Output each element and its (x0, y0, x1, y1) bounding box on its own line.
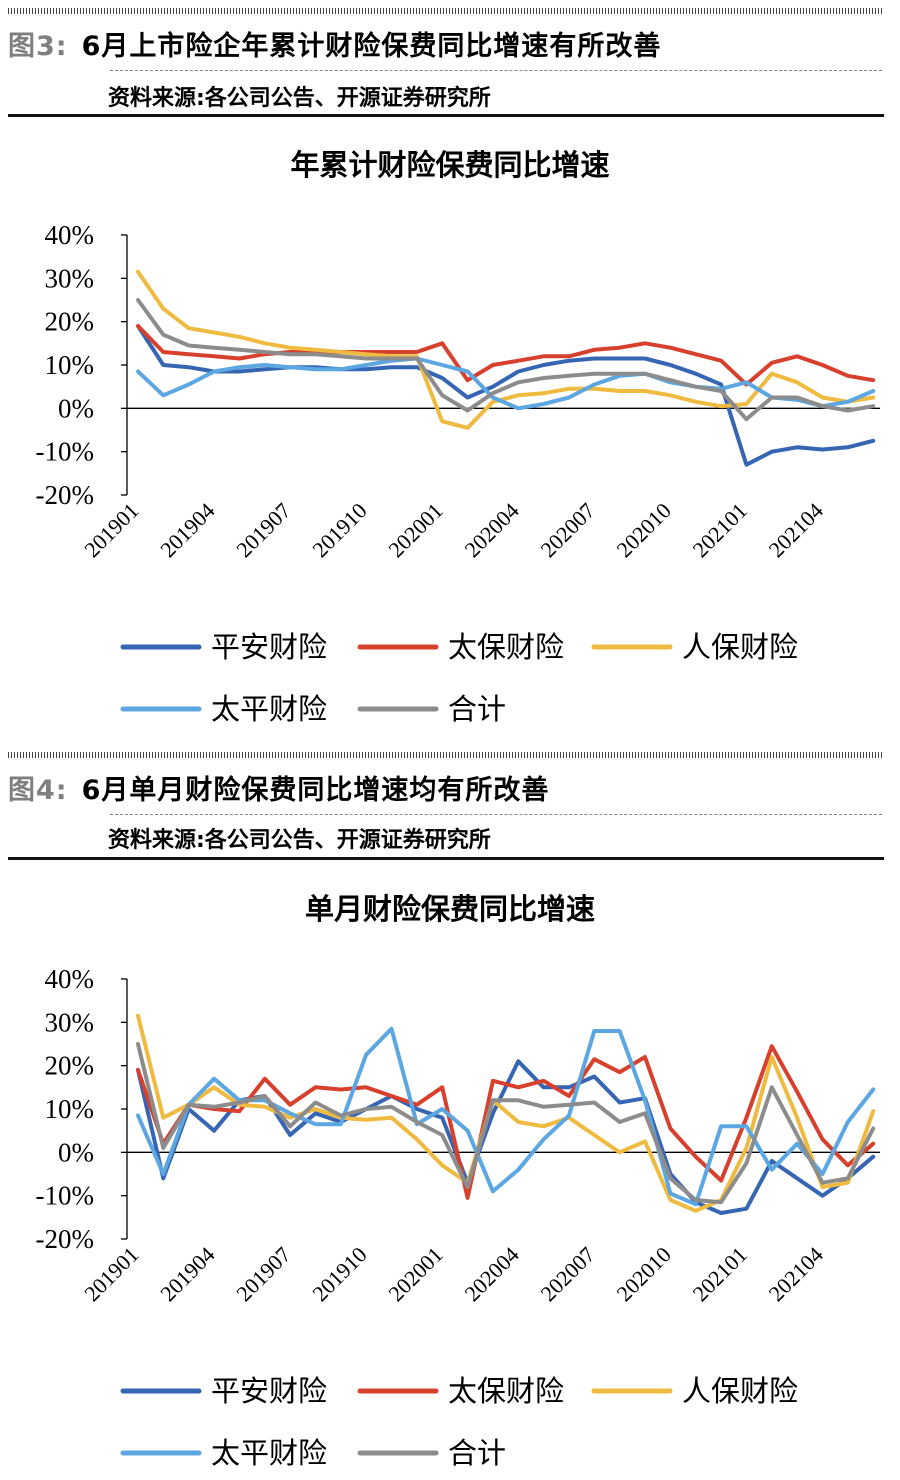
y-tick-label: 40% (45, 964, 95, 994)
x-tick-label: 202001 (383, 498, 447, 562)
series-line-平安财险 (136, 324, 876, 467)
x-tick-label: 202101 (688, 1242, 752, 1306)
y-tick-label: 30% (45, 1007, 95, 1037)
x-tick-label: 202101 (688, 498, 752, 562)
figure-label: 图3: (8, 31, 68, 62)
figure-title: 6月单月财险保费同比增速均有所改善 (81, 775, 550, 806)
x-tick-label: 201910 (307, 498, 371, 562)
legend-label: 合计 (448, 1436, 506, 1470)
y-tick-label: -10% (36, 437, 94, 467)
series-line-太平财险 (136, 1026, 876, 1207)
y-tick-label: 40% (45, 220, 95, 250)
series-line-合计 (136, 298, 876, 422)
x-tick-label: 202004 (459, 1242, 523, 1306)
y-tick-label: 10% (45, 1094, 95, 1124)
x-tick-label: 202007 (535, 1242, 599, 1306)
figure-heading: 图3: 6月上市险企年累计财险保费同比增速有所改善 (8, 24, 661, 63)
x-tick-label: 201910 (307, 1242, 371, 1306)
x-tick-label: 201904 (155, 1242, 219, 1306)
legend-label: 太平财险 (211, 1436, 327, 1470)
x-tick-label: 202104 (764, 1242, 828, 1306)
x-tick-label: 202004 (459, 498, 523, 562)
dashed-divider (110, 70, 882, 71)
series-line-人保财险 (136, 269, 876, 430)
y-tick-label: 0% (58, 1137, 94, 1167)
x-tick-label: 202007 (535, 498, 599, 562)
y-tick-label: -20% (36, 1224, 94, 1254)
legend-label: 平安财险 (211, 1374, 327, 1408)
dashed-divider (110, 814, 882, 815)
legend-label: 平安财险 (211, 630, 327, 664)
y-tick-label: -20% (36, 480, 94, 510)
dotted-divider (8, 752, 884, 758)
x-tick-label: 202001 (383, 1242, 447, 1306)
chart-title: 年累计财险保费同比增速 (290, 148, 609, 182)
figure-source: 资料来源:各公司公告、开源证券研究所 (108, 86, 491, 111)
figure-title: 6月上市险企年累计财险保费同比增速有所改善 (81, 31, 662, 62)
figure-heading: 图4: 6月单月财险保费同比增速均有所改善 (8, 768, 549, 807)
series-line-太平财险 (136, 356, 876, 411)
series-line-合计 (136, 1042, 876, 1205)
legend-label: 太保财险 (448, 1374, 564, 1408)
x-tick-label: 201907 (231, 1242, 295, 1306)
y-tick-label: 20% (45, 307, 95, 337)
figure-label: 图4: (8, 775, 68, 806)
x-tick-label: 202010 (612, 1242, 676, 1306)
legend-label: 合计 (448, 692, 506, 726)
y-tick-label: 0% (58, 393, 94, 423)
y-tick-label: -10% (36, 1181, 94, 1211)
x-tick-label: 202104 (764, 498, 828, 562)
figure-source: 资料来源:各公司公告、开源证券研究所 (108, 828, 491, 853)
heading-rule (8, 857, 884, 860)
series-line-太保财险 (136, 324, 876, 387)
legend-label: 人保财险 (682, 1374, 798, 1408)
y-tick-label: 10% (45, 350, 95, 380)
y-tick-label: 30% (45, 263, 95, 293)
x-tick-label: 201904 (155, 498, 219, 562)
legend-label: 人保财险 (682, 630, 798, 664)
y-tick-label: 20% (45, 1051, 95, 1081)
dotted-divider (8, 8, 884, 14)
x-tick-label: 202010 (612, 498, 676, 562)
legend-label: 太保财险 (448, 630, 564, 664)
x-tick-label: 201907 (231, 498, 295, 562)
heading-rule (8, 114, 884, 117)
legend-label: 太平财险 (211, 692, 327, 726)
series-line-太保财险 (136, 1044, 876, 1200)
chart-title: 单月财险保费同比增速 (305, 892, 595, 926)
